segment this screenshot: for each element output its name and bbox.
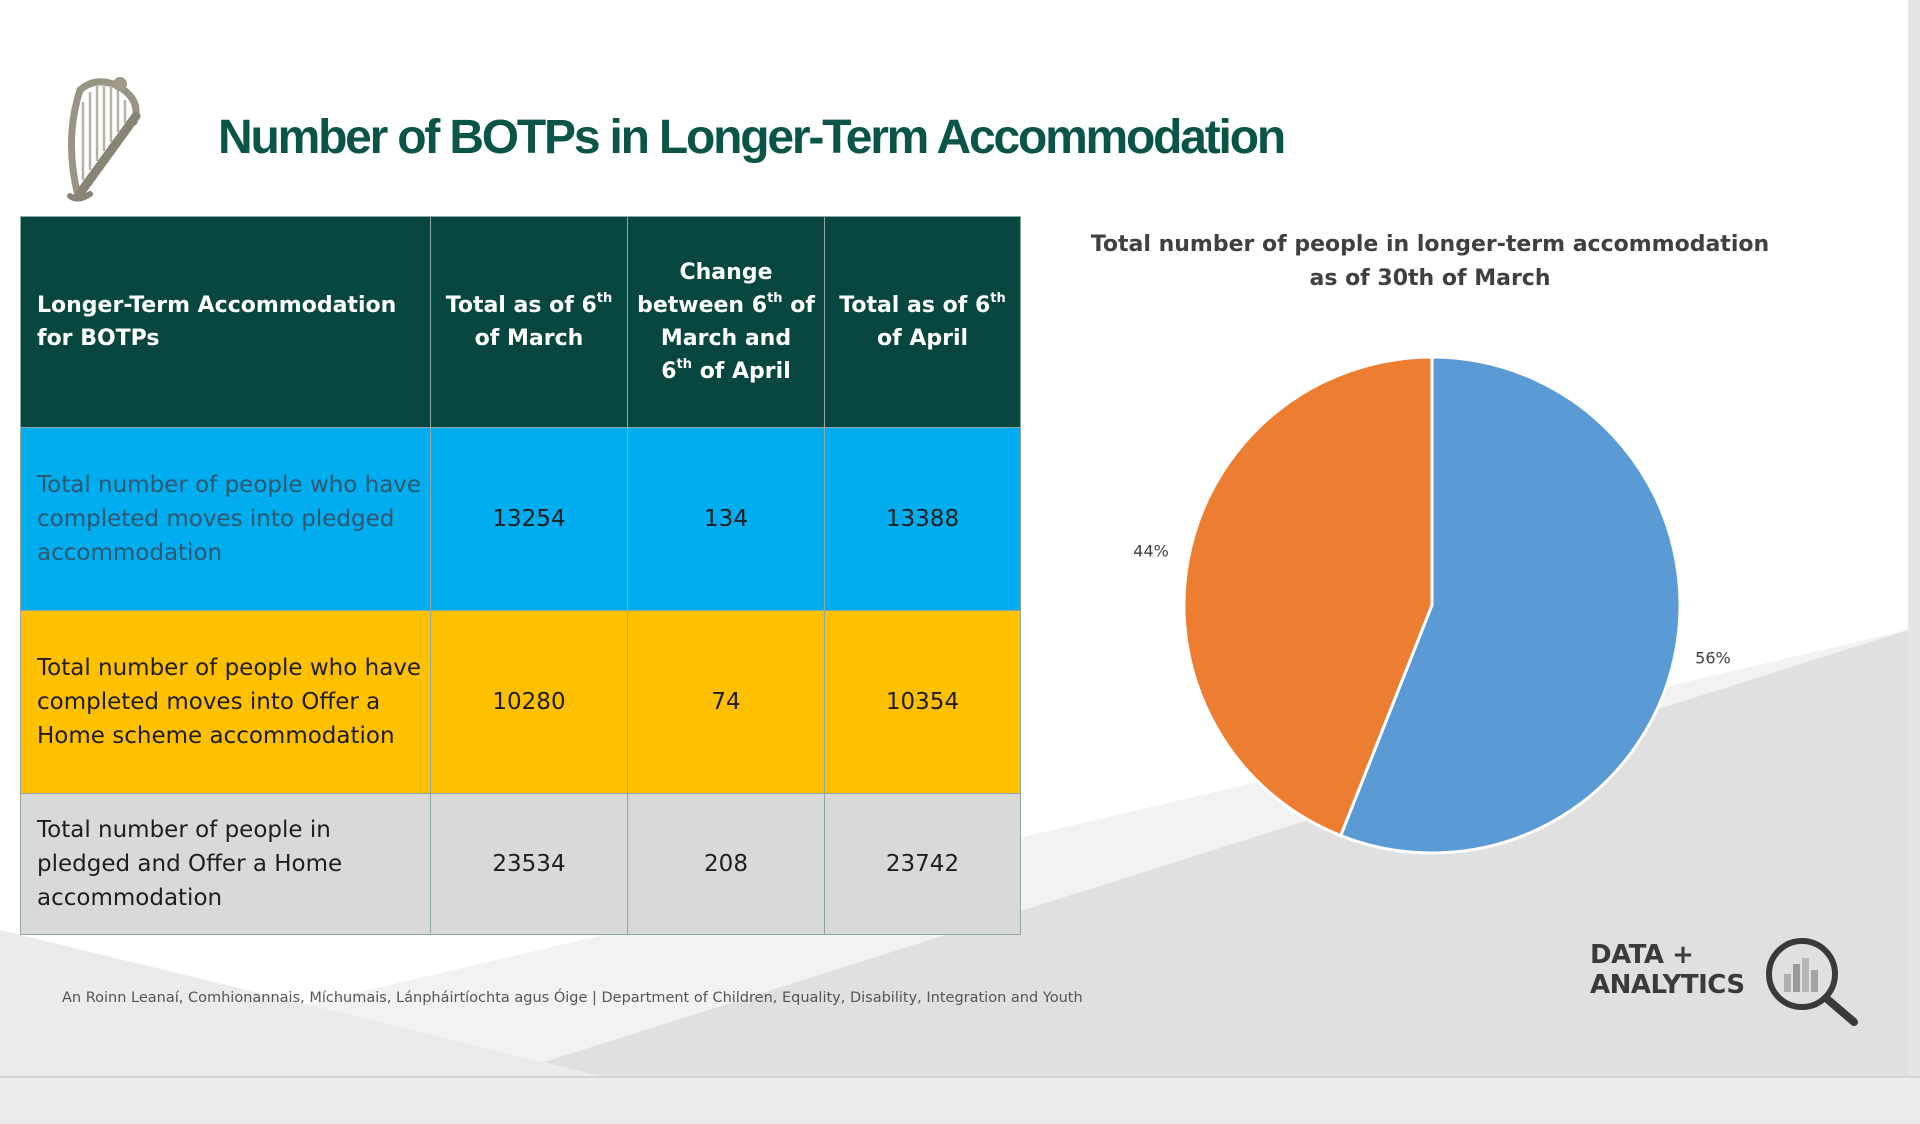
cell-total-april: 13388 [824,427,1021,611]
footer-department-text: An Roinn Leanaí, Comhionannais, Míchumai… [62,990,1083,1006]
cell-change: 208 [627,793,825,935]
bottom-strip [0,1076,1920,1124]
cell-total-march: 23534 [430,793,628,935]
accommodation-table: Longer-Term Accommodation for BOTPs Tota… [20,216,1021,935]
cell-change: 74 [627,610,825,794]
cell-total-april: 10354 [824,610,1021,794]
slide: Number of BOTPs in Longer-Term Accommoda… [0,77,1908,1076]
header-total-march: Total as of 6th of March [430,216,628,428]
cell-total-march: 10280 [430,610,628,794]
header-total-april: Total as of 6th of April [824,216,1021,428]
row-label: Total number of people who have complete… [20,610,431,794]
pie-label-1: 44% [1133,541,1169,560]
table-row-pledged: Total number of people who have complete… [20,427,1021,611]
pie-slice-1 [1182,355,1434,838]
logo-text: DATA + ANALYTICS [1590,940,1745,1000]
table-row-offer-a-home: Total number of people who have complete… [20,610,1021,794]
pie-chart: 56% 44% [1133,355,1731,855]
header-category: Longer-Term Accommodation for BOTPs [20,216,431,428]
right-edge [1908,0,1920,1076]
header-change: Change between 6th of March and 6th of A… [627,216,825,428]
table-row-combined: Total number of people in pledged and Of… [20,793,1021,935]
table-header-row: Longer-Term Accommodation for BOTPs Tota… [20,216,1021,428]
pie-label-0: 56% [1695,649,1731,668]
page-title: Number of BOTPs in Longer-Term Accommoda… [218,111,1286,164]
pie-slice-0 [1338,355,1682,855]
cell-total-march: 13254 [430,427,628,611]
row-label: Total number of people in pledged and Of… [20,793,431,935]
data-analytics-logo: DATA + ANALYTICS [1590,936,1860,1026]
chart-title: Total number of people in longer-term ac… [1090,232,1770,291]
harp-icon [67,77,141,202]
row-label: Total number of people who have complete… [20,427,431,611]
cell-change: 134 [627,427,825,611]
magnifier-chart-icon [1766,938,1858,1026]
cell-total-april: 23742 [824,793,1021,935]
